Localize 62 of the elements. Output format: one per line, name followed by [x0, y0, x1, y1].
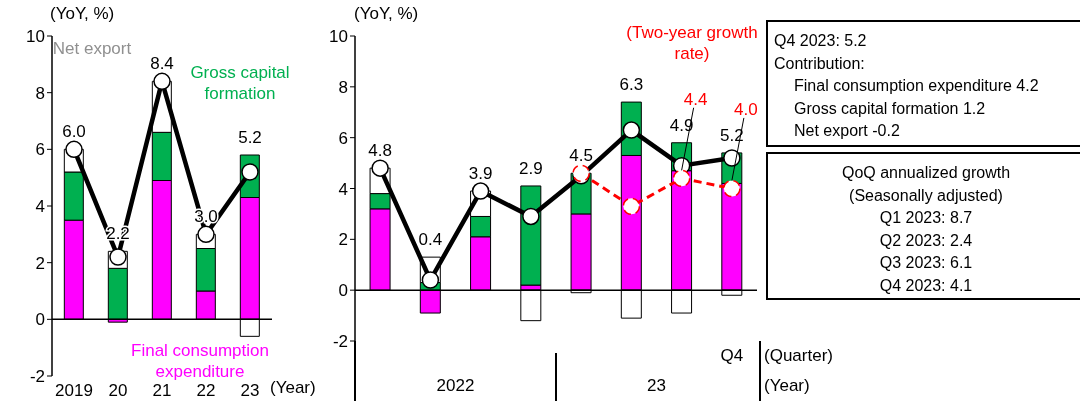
- x-tick-label: Q4: [720, 346, 744, 366]
- data-label: 3.9: [468, 164, 493, 184]
- y-tick-label: 6: [35, 140, 45, 160]
- y-tick-label: 2: [338, 230, 348, 250]
- data-label: 6.3: [619, 75, 644, 95]
- x-tick-label: 2019: [55, 381, 93, 401]
- text: (Two-year growth rate): [625, 22, 759, 64]
- point: [471, 182, 490, 200]
- y-tick-label: 4: [338, 179, 348, 199]
- y-tick-label: 4: [35, 197, 45, 217]
- text: Final consumption expenditure 4.2: [793, 76, 1040, 96]
- y-tick-label: 6: [338, 128, 348, 148]
- text: Q3 2023: 6.1: [878, 253, 974, 273]
- y-axis-title: (YoY, %): [50, 4, 115, 24]
- point: [421, 271, 440, 289]
- series-label: Final consumption expenditure: [131, 341, 269, 381]
- data-label: 6.0: [62, 122, 86, 142]
- y-tick-label: 0: [338, 281, 348, 301]
- text: Q4 2023: 4.1: [878, 275, 974, 296]
- text: Net export -0.2: [793, 121, 901, 141]
- text: Q4 2023: 5.2: [774, 31, 868, 51]
- y-tick-label: -2: [332, 332, 348, 352]
- y-axis-title: (YoY, %): [354, 4, 419, 24]
- point: [65, 140, 83, 159]
- text: 2022: [435, 376, 476, 396]
- y-tick-label: -2: [29, 367, 45, 387]
- y-tick-label: 2: [35, 253, 45, 273]
- x-tick-label: 21: [152, 381, 172, 401]
- data-label: 4.8: [368, 141, 392, 161]
- x-tick-label: 22: [196, 381, 216, 401]
- point: [371, 159, 389, 177]
- text: Q2 2023: 2.4: [878, 230, 974, 251]
- data-label: 5.2: [238, 128, 262, 147]
- text: Gross capital formation 1.2: [793, 98, 987, 119]
- text: Contribution:: [774, 53, 866, 74]
- point: [522, 207, 540, 226]
- y-tick-label: 8: [35, 83, 45, 103]
- text: Gross capital formation: [190, 63, 290, 103]
- point: [622, 197, 641, 216]
- text: Q1 2023: 8.7: [878, 208, 974, 228]
- point: [672, 169, 691, 188]
- y-tick-label: 8: [338, 77, 348, 97]
- data-label: 2.9: [519, 158, 543, 178]
- text: (Seasonally adjusted): [848, 185, 1004, 206]
- text: (Year): [764, 376, 810, 396]
- y-tick-label: 10: [26, 27, 45, 47]
- text: QoQ annualized growth: [840, 163, 1012, 183]
- series-label: Net export: [52, 38, 132, 59]
- data-label: 0.4: [418, 230, 443, 250]
- x-tick-label: 23: [240, 381, 260, 401]
- data-label: 4.5: [569, 146, 593, 166]
- data-label: 8.4: [150, 54, 174, 74]
- y-tick-label: 10: [329, 27, 348, 47]
- data-label: 4.9: [669, 115, 694, 135]
- x-axis-title: (Quarter): [764, 346, 833, 366]
- y-tick-label: 0: [35, 310, 45, 330]
- data-label: 4.0: [734, 99, 758, 119]
- data-label: 4.4: [683, 89, 708, 109]
- point: [723, 179, 741, 198]
- point: [153, 72, 171, 91]
- x-axis-title: (Year): [270, 378, 316, 398]
- x-tick-label: 20: [108, 381, 128, 401]
